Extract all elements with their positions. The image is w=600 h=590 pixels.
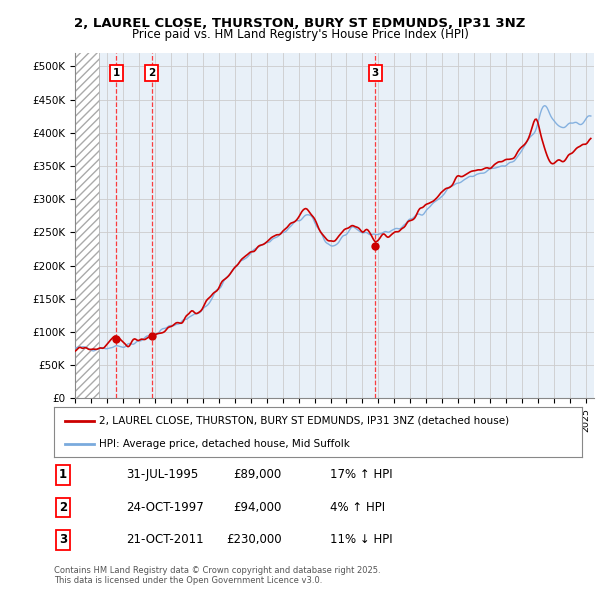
- Text: 3: 3: [59, 533, 67, 546]
- Text: 1: 1: [59, 468, 67, 481]
- Text: 1: 1: [113, 68, 120, 78]
- Text: £230,000: £230,000: [226, 533, 282, 546]
- Text: 11% ↓ HPI: 11% ↓ HPI: [330, 533, 392, 546]
- Text: 17% ↑ HPI: 17% ↑ HPI: [330, 468, 392, 481]
- Text: Contains HM Land Registry data © Crown copyright and database right 2025.
This d: Contains HM Land Registry data © Crown c…: [54, 566, 380, 585]
- Text: 21-OCT-2011: 21-OCT-2011: [126, 533, 203, 546]
- Text: 2: 2: [148, 68, 155, 78]
- Text: £94,000: £94,000: [233, 501, 282, 514]
- Text: HPI: Average price, detached house, Mid Suffolk: HPI: Average price, detached house, Mid …: [99, 439, 350, 449]
- Text: 2, LAUREL CLOSE, THURSTON, BURY ST EDMUNDS, IP31 3NZ: 2, LAUREL CLOSE, THURSTON, BURY ST EDMUN…: [74, 17, 526, 30]
- Text: 2: 2: [59, 501, 67, 514]
- Text: 31-JUL-1995: 31-JUL-1995: [126, 468, 198, 481]
- Text: 3: 3: [372, 68, 379, 78]
- Text: £89,000: £89,000: [234, 468, 282, 481]
- Text: 24-OCT-1997: 24-OCT-1997: [126, 501, 204, 514]
- Text: Price paid vs. HM Land Registry's House Price Index (HPI): Price paid vs. HM Land Registry's House …: [131, 28, 469, 41]
- Text: 4% ↑ HPI: 4% ↑ HPI: [330, 501, 385, 514]
- Text: 2, LAUREL CLOSE, THURSTON, BURY ST EDMUNDS, IP31 3NZ (detached house): 2, LAUREL CLOSE, THURSTON, BURY ST EDMUN…: [99, 415, 509, 425]
